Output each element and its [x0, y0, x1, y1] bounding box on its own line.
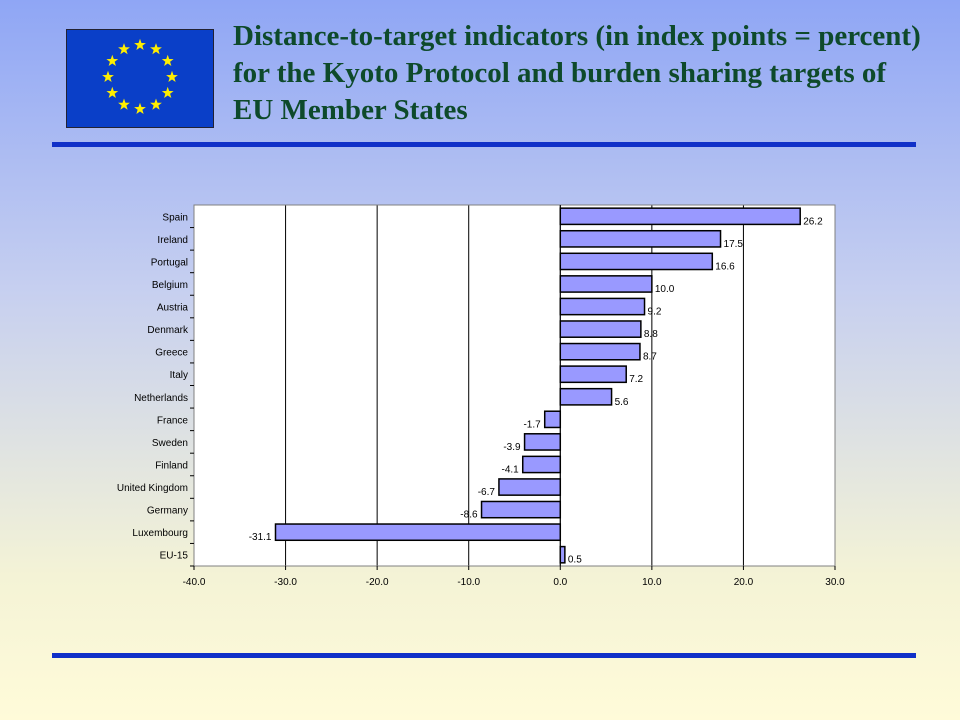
bar [480, 500, 562, 519]
bar [559, 387, 613, 406]
bar [559, 365, 627, 384]
category-label: Austria [157, 303, 189, 314]
bar [559, 545, 566, 564]
category-label: Belgium [152, 280, 188, 291]
data-label: 0.5 [568, 555, 582, 566]
flag-star-icon [118, 43, 130, 55]
data-label: 26.2 [803, 216, 823, 227]
category-label: Sweden [152, 438, 188, 449]
bar [559, 342, 641, 361]
data-label: -4.1 [502, 464, 520, 475]
category-label: Ireland [157, 235, 188, 246]
bar [543, 410, 562, 429]
x-tick-label: -30.0 [274, 577, 297, 588]
flag-star-icon [161, 54, 174, 67]
eu-flag-icon [66, 29, 214, 128]
data-label: -8.6 [460, 510, 478, 521]
slide-title: Distance-to-target indicators (in index … [233, 20, 921, 126]
bar [559, 207, 801, 226]
flag-star-icon [106, 86, 119, 99]
category-label: Finland [155, 460, 188, 471]
category-label: Denmark [147, 325, 189, 336]
flag-star-icon [102, 70, 114, 83]
data-label: 8.8 [644, 329, 658, 340]
bar [559, 229, 722, 248]
data-label: 16.6 [715, 261, 735, 272]
flag-star-icon [106, 54, 119, 67]
bar [274, 523, 562, 542]
x-tick-label: 30.0 [825, 577, 845, 588]
data-label: 8.7 [643, 352, 657, 363]
category-label: Portugal [151, 257, 188, 268]
flag-star-icon [134, 102, 146, 115]
bar [523, 433, 562, 451]
flag-star-icon [150, 43, 162, 55]
bar [559, 320, 642, 338]
flag-star-icon [118, 98, 130, 110]
data-label: 9.2 [648, 307, 662, 318]
x-tick-label: 10.0 [642, 577, 662, 588]
category-label: United Kingdom [117, 483, 188, 494]
flag-star-icon [150, 98, 162, 110]
bottom-divider [52, 653, 916, 658]
x-tick-label: -20.0 [366, 577, 389, 588]
data-label: -3.9 [503, 442, 521, 453]
category-label: Italy [170, 370, 188, 381]
eu-flag-stars [102, 38, 178, 115]
category-label: Netherlands [134, 393, 188, 404]
bar [559, 275, 653, 293]
data-label: -1.7 [523, 419, 541, 430]
top-divider [52, 142, 916, 147]
category-label: France [157, 415, 189, 426]
data-label: 7.2 [629, 374, 643, 385]
data-label: 17.5 [724, 239, 744, 250]
flag-star-icon [134, 38, 146, 51]
x-tick-label: 20.0 [734, 577, 754, 588]
x-tick-label: -10.0 [457, 577, 480, 588]
flag-star-icon [161, 86, 174, 99]
category-label: Luxembourg [132, 528, 188, 539]
bar [559, 252, 714, 271]
x-tick-label: 0.0 [553, 577, 567, 588]
bar [498, 478, 562, 496]
x-tick-label: -40.0 [183, 577, 206, 588]
data-label: -31.1 [249, 532, 272, 543]
data-label: -6.7 [478, 487, 496, 498]
data-label: 10.0 [655, 284, 675, 295]
flag-star-icon [166, 70, 178, 83]
category-label: Spain [162, 212, 188, 223]
bar [521, 455, 562, 474]
category-label: Greece [155, 348, 188, 359]
category-label: Germany [147, 506, 188, 517]
bar [559, 297, 646, 316]
data-label: 5.6 [615, 397, 629, 408]
category-label: EU-15 [160, 551, 189, 562]
